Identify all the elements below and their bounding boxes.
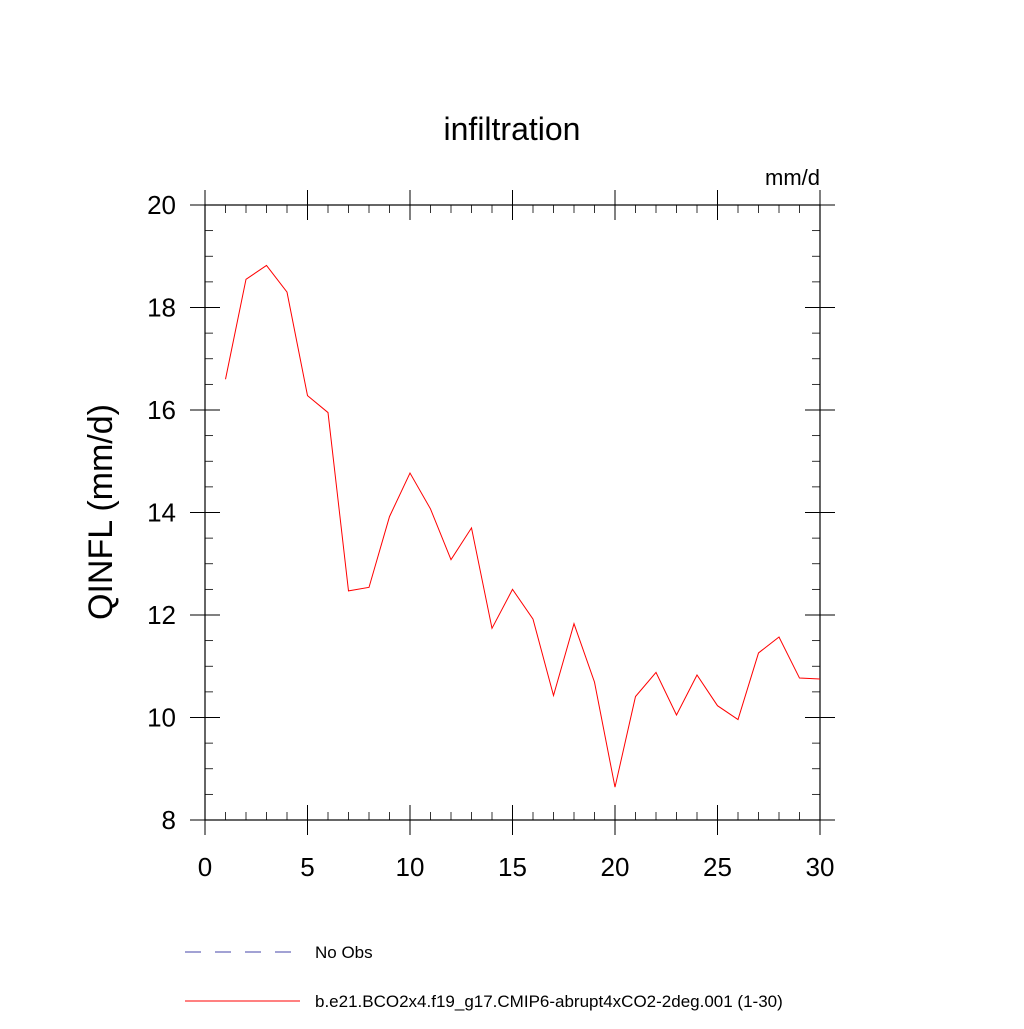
data-point (655, 671, 658, 674)
series-line (225, 264, 821, 788)
data-point (798, 677, 801, 680)
y-axis-label: QINFL (mm/d) (82, 404, 120, 620)
data-point (737, 718, 740, 721)
data-point (634, 695, 637, 698)
data-point (368, 586, 371, 589)
data-point (347, 589, 350, 592)
data-point (491, 627, 494, 630)
legend: No Obs b.e21.BCO2x4.f19_g17.CMIP6-abrupt4… (185, 943, 783, 1011)
data-point (286, 291, 289, 294)
y-tick-label: 16 (147, 395, 176, 425)
data-point (224, 378, 227, 381)
chart-title: infiltration (444, 111, 581, 147)
data-point (778, 636, 781, 639)
legend-label: No Obs (315, 943, 373, 962)
data-point (327, 411, 330, 414)
data-point (552, 694, 555, 697)
data-point (757, 651, 760, 654)
y-tick-label: 8 (162, 805, 176, 835)
axis-tick-labels: 0 5 10 15 20 25 30 8 10 12 14 16 18 20 (147, 190, 834, 882)
x-tick-label: 20 (601, 852, 630, 882)
data-point (819, 678, 822, 681)
data-point (573, 622, 576, 625)
data-point (614, 786, 617, 789)
data-point (511, 588, 514, 591)
data-point (696, 673, 699, 676)
data-point (409, 472, 412, 475)
x-tick-label: 0 (198, 852, 212, 882)
data-point (470, 526, 473, 529)
legend-label: b.e21.BCO2x4.f19_g17.CMIP6-abrupt4xCO2-2… (315, 992, 783, 1011)
data-point (245, 278, 248, 281)
x-tick-label: 5 (300, 852, 314, 882)
axis-ticks (190, 190, 835, 835)
y-tick-label: 10 (147, 703, 176, 733)
y-tick-label: 14 (147, 498, 176, 528)
series-layer (224, 264, 822, 789)
y-tick-label: 12 (147, 600, 176, 630)
y-tick-label: 18 (147, 293, 176, 323)
data-point (716, 704, 719, 707)
units-label: mm/d (765, 165, 820, 190)
x-tick-label: 10 (396, 852, 425, 882)
plot-frame (204, 204, 821, 821)
x-tick-label: 25 (703, 852, 732, 882)
data-point (429, 507, 432, 510)
data-point (675, 713, 678, 716)
x-tick-label: 15 (498, 852, 527, 882)
data-point (388, 515, 391, 518)
y-tick-label: 20 (147, 190, 176, 220)
data-point (306, 394, 309, 397)
data-point (450, 558, 453, 561)
data-point (593, 681, 596, 684)
x-tick-label: 30 (806, 852, 835, 882)
data-point (532, 618, 535, 621)
data-point (265, 264, 268, 267)
